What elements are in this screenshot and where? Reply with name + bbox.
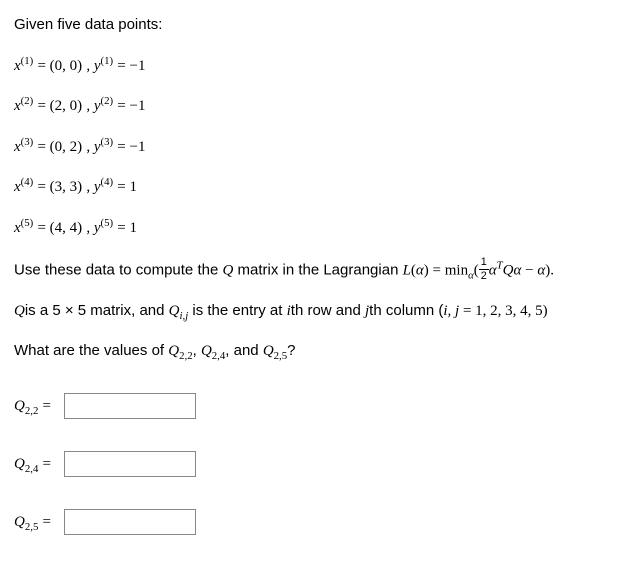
answer-label-q24: Q2,4 = bbox=[14, 455, 56, 473]
answer-row-q25: Q2,5 = bbox=[14, 509, 621, 535]
answer-label-q25: Q2,5 = bbox=[14, 513, 56, 531]
data-point-1: x(1) = (0, 0) , y(1) = −1 bbox=[14, 55, 621, 78]
question-line: What are the values of Q2,2, Q2,4, and Q… bbox=[14, 340, 621, 363]
data-point-3: x(3) = (0, 2) , y(3) = −1 bbox=[14, 136, 621, 159]
data-point-5: x(5) = (4, 4) , y(5) = 1 bbox=[14, 217, 621, 240]
data-point-4: x(4) = (3, 3) , y(4) = 1 bbox=[14, 176, 621, 199]
answer-row-q24: Q2,4 = bbox=[14, 451, 621, 477]
data-point-2: x(2) = (2, 0) , y(2) = −1 bbox=[14, 95, 621, 118]
answer-label-q22: Q2,2 = bbox=[14, 397, 56, 415]
intro-text: Given five data points: bbox=[14, 14, 621, 37]
answer-input-q25[interactable] bbox=[64, 509, 196, 535]
answer-row-q22: Q2,2 = bbox=[14, 393, 621, 419]
lagrangian-line: Use these data to compute the Q matrix i… bbox=[14, 257, 621, 282]
q-spec-line: Qis a 5 × 5 matrix, and Qi,j is the entr… bbox=[14, 300, 621, 323]
answer-input-q24[interactable] bbox=[64, 451, 196, 477]
answer-input-q22[interactable] bbox=[64, 393, 196, 419]
